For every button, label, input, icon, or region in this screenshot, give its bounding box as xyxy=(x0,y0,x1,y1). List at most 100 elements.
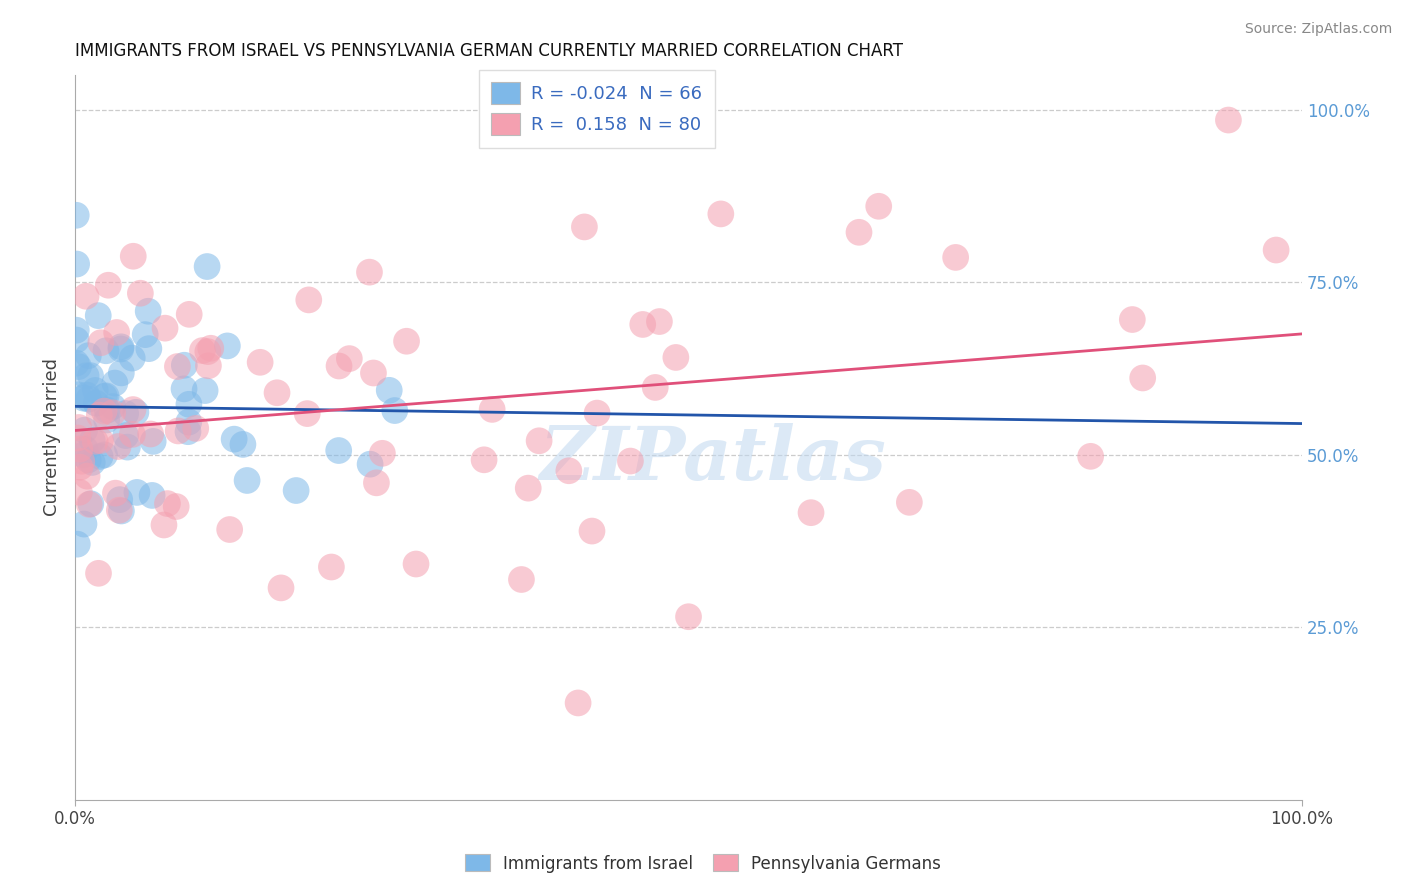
Point xyxy=(868,199,890,213)
Point xyxy=(581,524,603,538)
Point xyxy=(165,500,187,514)
Point xyxy=(89,408,111,422)
Point xyxy=(371,446,394,460)
Point xyxy=(84,396,107,410)
Point xyxy=(224,432,246,446)
Point xyxy=(631,318,654,332)
Point xyxy=(76,469,98,483)
Point xyxy=(678,609,700,624)
Point xyxy=(75,289,97,303)
Point xyxy=(104,486,127,500)
Point xyxy=(70,454,93,468)
Point xyxy=(77,453,100,467)
Point xyxy=(142,434,165,449)
Point xyxy=(82,434,104,448)
Point xyxy=(121,427,143,442)
Point xyxy=(141,488,163,502)
Point xyxy=(125,485,148,500)
Point xyxy=(110,504,132,518)
Point xyxy=(122,249,145,263)
Point xyxy=(298,293,321,307)
Point xyxy=(84,434,107,449)
Point xyxy=(73,517,96,532)
Point xyxy=(101,400,124,414)
Point xyxy=(93,389,115,403)
Point xyxy=(197,344,219,359)
Point xyxy=(945,251,967,265)
Point xyxy=(527,434,550,448)
Point xyxy=(321,560,343,574)
Point xyxy=(101,406,124,420)
Point xyxy=(1080,450,1102,464)
Point xyxy=(232,437,254,451)
Point xyxy=(129,286,152,301)
Point xyxy=(173,382,195,396)
Legend: Immigrants from Israel, Pennsylvania Germans: Immigrants from Israel, Pennsylvania Ger… xyxy=(458,847,948,880)
Text: ZIPatlas: ZIPatlas xyxy=(540,423,887,495)
Point xyxy=(96,413,118,427)
Point xyxy=(710,207,733,221)
Point xyxy=(87,309,110,323)
Point xyxy=(67,485,90,500)
Point xyxy=(121,351,143,365)
Point xyxy=(139,427,162,442)
Point xyxy=(510,573,533,587)
Point xyxy=(153,518,176,533)
Point xyxy=(156,497,179,511)
Point xyxy=(644,380,666,394)
Point xyxy=(108,503,131,517)
Point xyxy=(122,402,145,417)
Point xyxy=(378,384,401,398)
Point xyxy=(359,457,381,471)
Point xyxy=(134,327,156,342)
Point xyxy=(75,442,97,457)
Point xyxy=(65,208,87,222)
Point xyxy=(574,219,596,234)
Point xyxy=(97,278,120,293)
Point xyxy=(848,225,870,239)
Point xyxy=(285,483,308,498)
Point xyxy=(96,403,118,417)
Point xyxy=(77,392,100,406)
Point xyxy=(200,341,222,355)
Point xyxy=(177,425,200,439)
Point xyxy=(1265,243,1288,257)
Point xyxy=(93,448,115,462)
Point xyxy=(1121,312,1143,326)
Point xyxy=(177,397,200,411)
Point xyxy=(67,420,90,434)
Point xyxy=(328,359,350,373)
Point xyxy=(84,384,107,398)
Point xyxy=(249,355,271,369)
Point xyxy=(93,404,115,418)
Point xyxy=(619,454,641,468)
Point xyxy=(384,403,406,417)
Point xyxy=(236,474,259,488)
Text: IMMIGRANTS FROM ISRAEL VS PENNSYLVANIA GERMAN CURRENTLY MARRIED CORRELATION CHAR: IMMIGRANTS FROM ISRAEL VS PENNSYLVANIA G… xyxy=(75,42,903,60)
Point xyxy=(89,434,111,448)
Point xyxy=(177,415,200,429)
Point xyxy=(472,452,495,467)
Point xyxy=(173,358,195,372)
Point xyxy=(80,497,103,511)
Point xyxy=(105,326,128,340)
Point xyxy=(125,405,148,419)
Point xyxy=(586,406,609,420)
Point xyxy=(191,343,214,358)
Point xyxy=(117,440,139,454)
Point xyxy=(66,537,89,551)
Point xyxy=(337,351,360,366)
Point xyxy=(79,368,101,383)
Point xyxy=(110,340,132,354)
Point xyxy=(136,304,159,318)
Point xyxy=(153,321,176,335)
Point xyxy=(82,455,104,469)
Point xyxy=(898,495,921,509)
Point xyxy=(75,368,97,383)
Point xyxy=(558,464,581,478)
Point xyxy=(800,506,823,520)
Point xyxy=(270,581,292,595)
Point xyxy=(77,349,100,363)
Point xyxy=(1132,371,1154,385)
Point xyxy=(328,443,350,458)
